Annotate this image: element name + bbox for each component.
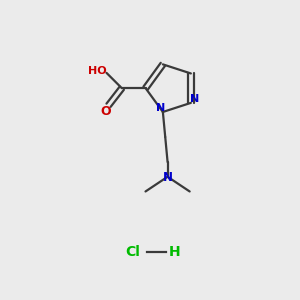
Text: N: N [190, 94, 199, 104]
Text: N: N [163, 171, 173, 184]
Text: H: H [169, 244, 181, 259]
Text: N: N [156, 103, 165, 113]
Text: Cl: Cl [125, 244, 140, 259]
Text: O: O [100, 105, 111, 118]
Text: HO: HO [88, 66, 106, 76]
